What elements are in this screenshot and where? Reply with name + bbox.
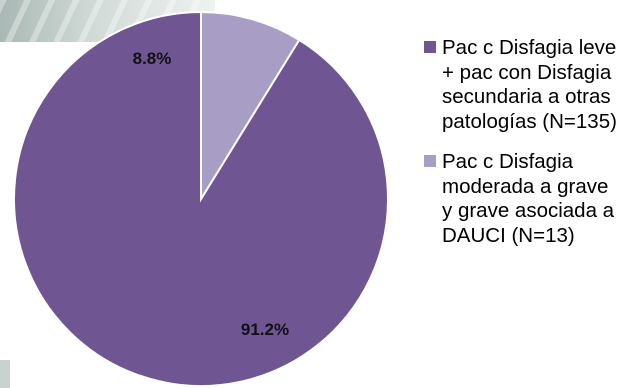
pie-slice [200, 10, 301, 203]
slice-data-label: 91.2% [241, 320, 289, 339]
chart-legend: Pac c Disfagia leve + pac con Disfagia s… [424, 36, 620, 264]
legend-label: Pac c Disfagia moderada a grave y grave … [442, 150, 615, 247]
background-decoration-bottom [0, 360, 10, 388]
legend-item: Pac c Disfagia moderada a grave y grave … [424, 150, 620, 248]
legend-swatch [424, 155, 436, 167]
legend-swatch [424, 41, 436, 53]
slice-data-label: 8.8% [133, 49, 172, 68]
legend-label: Pac c Disfagia leve + pac con Disfagia s… [442, 36, 617, 133]
legend-item: Pac c Disfagia leve + pac con Disfagia s… [424, 36, 620, 134]
